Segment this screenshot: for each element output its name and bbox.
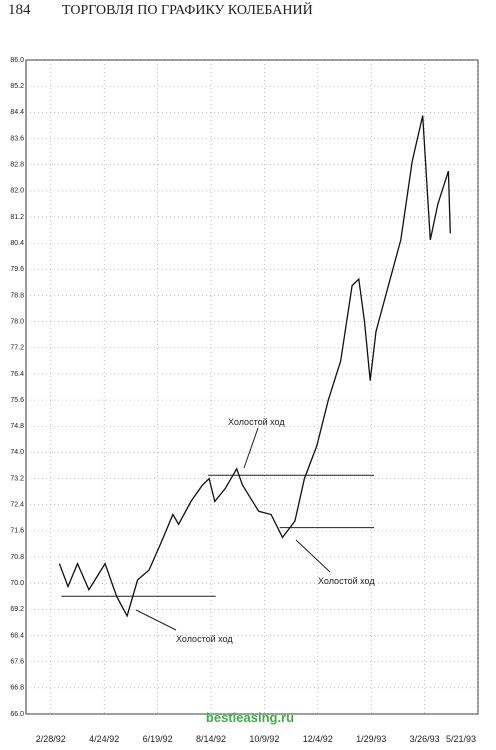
watermark: bestleasing.ru bbox=[206, 710, 294, 725]
y-tick-label: 66.8 bbox=[10, 685, 24, 692]
x-tick-label: 2/28/92 bbox=[36, 734, 66, 744]
y-tick-label: 71.6 bbox=[10, 528, 24, 535]
y-tick-label: 73.2 bbox=[10, 475, 24, 482]
plot-frame bbox=[25, 59, 479, 715]
x-tick-label: 10/9/92 bbox=[249, 734, 279, 744]
annotation-arrow bbox=[243, 427, 259, 469]
y-tick-label: 81.2 bbox=[10, 214, 24, 221]
y-tick-label: 78.8 bbox=[10, 292, 24, 299]
running-title: ТОРГОВЛЯ ПО ГРАФИКУ КОЛЕБАНИЙ bbox=[62, 1, 313, 18]
x-tick-label: 3/26/93 bbox=[410, 734, 440, 744]
y-tick-label: 67.6 bbox=[10, 659, 24, 666]
y-tick-label: 77.2 bbox=[10, 345, 24, 352]
y-tick-label: 78.0 bbox=[10, 318, 24, 325]
x-tick-label: 1/29/93 bbox=[356, 734, 386, 744]
y-tick-label: 85.2 bbox=[10, 83, 24, 90]
y-tick-label: 68.4 bbox=[10, 632, 24, 639]
y-tick-label: 76.4 bbox=[10, 371, 24, 378]
y-tick-label: 83.6 bbox=[10, 135, 24, 142]
annotation-arrows bbox=[135, 427, 331, 631]
annotation: Холостой ход bbox=[228, 417, 285, 427]
y-tick-label: 75.6 bbox=[10, 397, 24, 404]
y-tick-label: 79.6 bbox=[10, 266, 24, 273]
y-tick-label: 74.8 bbox=[10, 423, 24, 430]
y-tick-label: 66.0 bbox=[10, 711, 24, 718]
x-tick-label: 6/19/92 bbox=[143, 734, 173, 744]
x-tick-label: 4/24/92 bbox=[89, 734, 119, 744]
y-tick-label: 72.4 bbox=[10, 502, 24, 509]
y-tick-label: 84.4 bbox=[10, 109, 24, 116]
annotation-arrow bbox=[295, 539, 331, 573]
y-tick-label: 70.8 bbox=[10, 554, 24, 561]
annotation: Холостой ход bbox=[176, 634, 233, 644]
y-tick-label: 86.0 bbox=[10, 57, 24, 64]
y-tick-label: 82.0 bbox=[10, 188, 24, 195]
series-line bbox=[58, 115, 451, 618]
page-number: 184 bbox=[8, 2, 31, 18]
annotation-arrow bbox=[135, 609, 177, 631]
y-tick-label: 69.2 bbox=[10, 606, 24, 613]
y-tick-label: 70.0 bbox=[10, 580, 24, 587]
y-tick-label: 82.8 bbox=[10, 161, 24, 168]
y-tick-label: 74.0 bbox=[10, 449, 24, 456]
x-tick-label: 12/4/92 bbox=[303, 734, 333, 744]
x-tick-label: 5/21/93 bbox=[446, 734, 476, 744]
annotation: Холостой ход bbox=[318, 576, 375, 586]
y-tick-label: 80.4 bbox=[10, 240, 24, 247]
x-tick-label: 8/14/92 bbox=[196, 734, 226, 744]
